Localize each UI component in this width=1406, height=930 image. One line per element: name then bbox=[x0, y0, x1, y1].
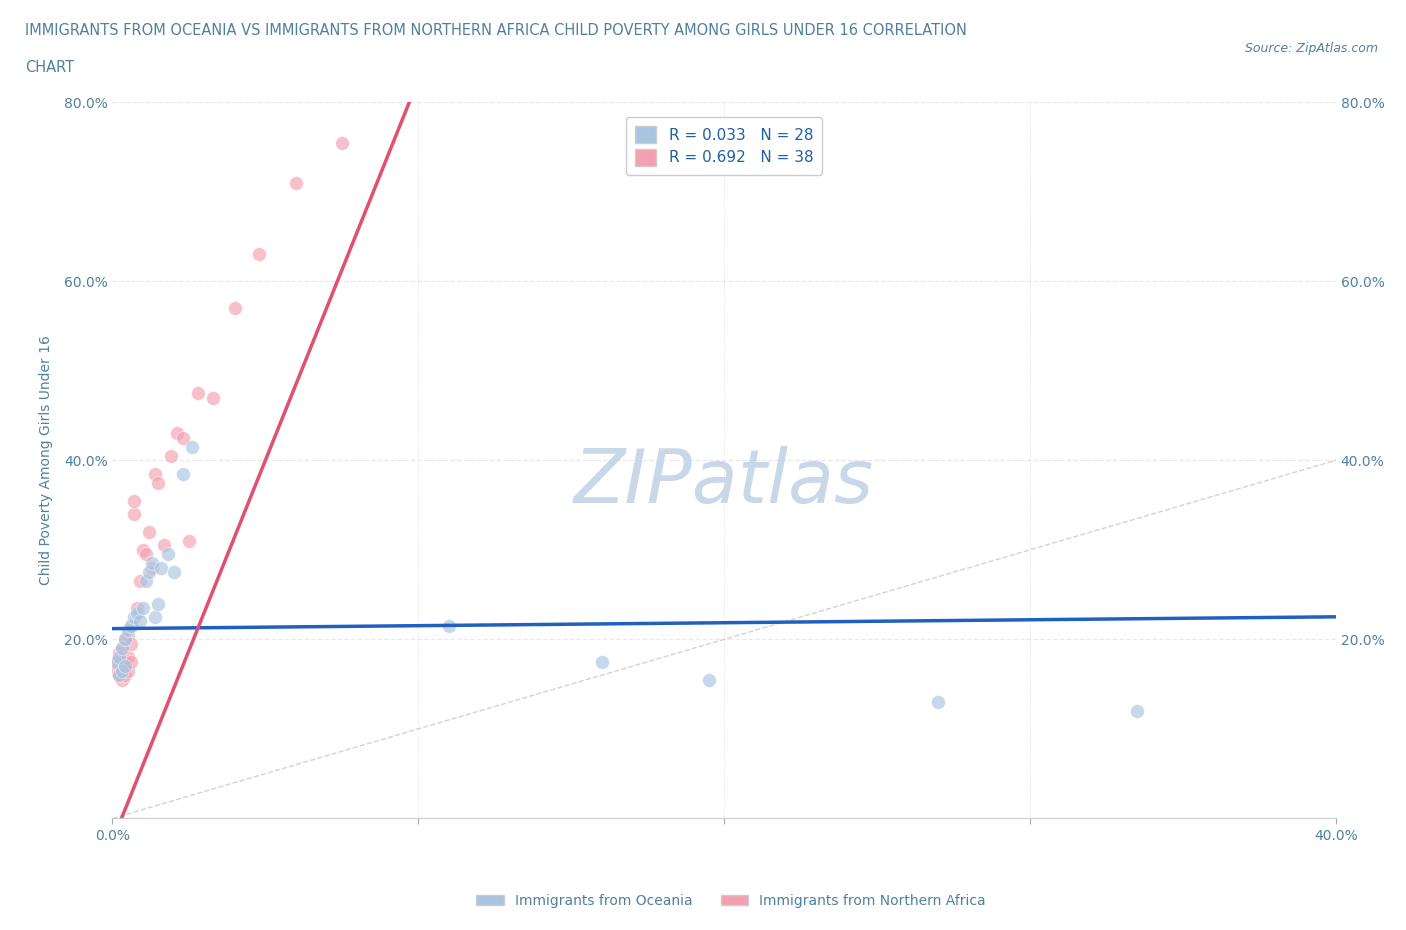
Point bbox=[156, 547, 179, 562]
Point bbox=[117, 628, 139, 643]
Point bbox=[120, 618, 142, 633]
Point bbox=[187, 386, 209, 401]
Point bbox=[125, 601, 148, 616]
Point bbox=[138, 565, 160, 579]
Point bbox=[114, 658, 136, 673]
Legend: Immigrants from Oceania, Immigrants from Northern Africa: Immigrants from Oceania, Immigrants from… bbox=[471, 889, 991, 914]
Point bbox=[159, 448, 181, 463]
Y-axis label: Child Poverty Among Girls Under 16: Child Poverty Among Girls Under 16 bbox=[38, 336, 52, 585]
Point bbox=[122, 493, 145, 508]
Point bbox=[181, 440, 204, 455]
Point bbox=[153, 538, 176, 552]
Point bbox=[122, 507, 145, 522]
Point bbox=[111, 641, 134, 656]
Point bbox=[177, 534, 200, 549]
Point bbox=[114, 632, 136, 647]
Point bbox=[172, 466, 194, 481]
Point bbox=[111, 655, 134, 670]
Point bbox=[927, 695, 949, 710]
Point bbox=[143, 609, 166, 624]
Point bbox=[284, 176, 308, 191]
Point bbox=[591, 655, 613, 670]
Point bbox=[132, 601, 155, 616]
Text: CHART: CHART bbox=[25, 60, 75, 75]
Legend: R = 0.033   N = 28, R = 0.692   N = 38: R = 0.033 N = 28, R = 0.692 N = 38 bbox=[626, 117, 823, 175]
Point bbox=[114, 632, 136, 647]
Point bbox=[330, 135, 353, 150]
Point bbox=[114, 668, 136, 683]
Point bbox=[117, 663, 139, 678]
Point bbox=[111, 663, 134, 678]
Point bbox=[107, 645, 129, 660]
Point bbox=[120, 636, 142, 651]
Point bbox=[138, 525, 160, 539]
Point bbox=[120, 655, 142, 670]
Point bbox=[148, 475, 170, 490]
Point bbox=[437, 618, 460, 633]
Point bbox=[104, 663, 127, 678]
Point bbox=[143, 466, 166, 481]
Point bbox=[117, 623, 139, 638]
Point bbox=[107, 668, 129, 683]
Point bbox=[107, 668, 129, 683]
Point bbox=[202, 391, 225, 405]
Point bbox=[150, 560, 173, 575]
Point bbox=[132, 542, 155, 557]
Point bbox=[125, 605, 148, 620]
Point bbox=[107, 650, 129, 665]
Point bbox=[107, 658, 129, 673]
Point bbox=[172, 431, 194, 445]
Point bbox=[104, 655, 127, 670]
Point bbox=[141, 560, 163, 575]
Point bbox=[135, 547, 157, 562]
Text: Source: ZipAtlas.com: Source: ZipAtlas.com bbox=[1244, 42, 1378, 55]
Point bbox=[148, 596, 170, 611]
Point bbox=[122, 609, 145, 624]
Point bbox=[120, 618, 142, 633]
Point bbox=[114, 655, 136, 670]
Point bbox=[111, 641, 134, 656]
Point bbox=[141, 556, 163, 571]
Point bbox=[166, 426, 188, 441]
Point bbox=[111, 672, 134, 687]
Text: IMMIGRANTS FROM OCEANIA VS IMMIGRANTS FROM NORTHERN AFRICA CHILD POVERTY AMONG G: IMMIGRANTS FROM OCEANIA VS IMMIGRANTS FR… bbox=[25, 23, 967, 38]
Point bbox=[1126, 704, 1149, 719]
Point bbox=[247, 247, 270, 262]
Point bbox=[135, 574, 157, 589]
Point bbox=[129, 574, 152, 589]
Point bbox=[163, 565, 186, 579]
Point bbox=[104, 655, 127, 670]
Point bbox=[117, 650, 139, 665]
Point bbox=[224, 300, 246, 315]
Point bbox=[129, 614, 152, 629]
Text: ZIPatlas: ZIPatlas bbox=[574, 445, 875, 518]
Point bbox=[697, 672, 720, 687]
